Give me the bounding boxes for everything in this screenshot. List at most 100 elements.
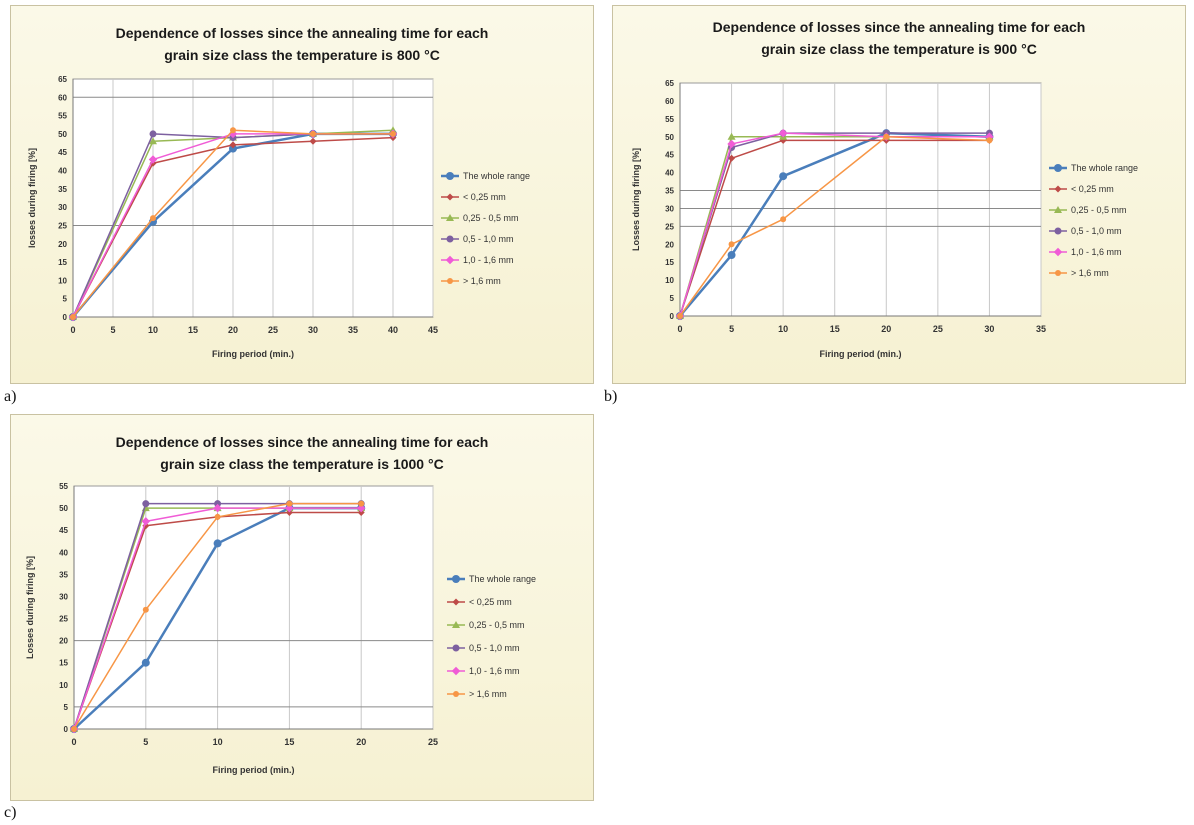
chart-canvas: 0 5 10 15 20 25 30 35 0 5 10 15 20 25 30 35 40 45 50 55 60 65… <box>631 79 1138 359</box>
data-point <box>230 127 236 134</box>
data-point <box>213 503 222 513</box>
y-tick-label: 45 <box>59 526 68 535</box>
x-tick-label: 15 <box>830 324 840 334</box>
x-tick-label: 20 <box>881 324 891 334</box>
data-point <box>356 503 366 513</box>
data-point <box>780 216 787 223</box>
legend-label: 0,25 - 0,5 mm <box>463 213 519 223</box>
x-tick-label: 15 <box>188 325 198 335</box>
x-tick-label: 20 <box>228 325 238 335</box>
legend-label: > 1,6 mm <box>469 689 507 699</box>
legend-entry: > 1,6 mm <box>1049 268 1109 278</box>
data-point <box>727 132 736 140</box>
legend-label: < 0,25 mm <box>1071 184 1114 194</box>
legend-swatch-marker <box>1055 270 1061 276</box>
y-tick-label: 10 <box>58 276 67 285</box>
data-point <box>71 726 77 732</box>
x-axis-label: Firing period (min.) <box>213 765 295 775</box>
data-point <box>229 144 237 153</box>
x-tick-label: 30 <box>984 324 994 334</box>
y-tick-label: 0 <box>670 312 675 321</box>
x-tick-label: 5 <box>110 325 115 335</box>
x-tick-label: 40 <box>388 325 398 335</box>
legend-swatch-marker <box>446 172 454 180</box>
data-point <box>214 513 221 520</box>
chart-title-line-1: Dependence of losses since the annealing… <box>712 19 1086 35</box>
legend-swatch-marker <box>446 214 454 221</box>
legend-label: 0,25 - 0,5 mm <box>1071 205 1127 215</box>
legend-label: 0,5 - 1,0 mm <box>1071 226 1122 236</box>
data-point <box>285 503 294 513</box>
data-point <box>213 539 222 548</box>
chart-title-line-2: grain size class the temperature is 900 … <box>761 41 1037 57</box>
legend-swatch-marker <box>445 255 455 265</box>
x-tick-label: 10 <box>778 324 788 334</box>
legend-swatch-marker <box>446 193 454 201</box>
legend-swatch-marker <box>1053 247 1063 257</box>
y-tick-label: 55 <box>59 482 68 491</box>
chart-title: Dependence of losses since the annealing… <box>11 22 593 66</box>
x-tick-label: 30 <box>308 325 318 335</box>
x-tick-label: 25 <box>933 324 943 334</box>
chart-title-line-2: grain size class the temperature is 1000… <box>160 456 444 472</box>
y-tick-label: 25 <box>59 615 68 624</box>
legend-label: 1,0 - 1,6 mm <box>469 666 520 676</box>
y-tick-label: 15 <box>665 258 674 267</box>
x-tick-label: 45 <box>428 325 438 335</box>
x-tick-label: 25 <box>268 325 278 335</box>
y-tick-label: 5 <box>64 703 69 712</box>
x-tick-label: 0 <box>70 325 75 335</box>
legend-entry: > 1,6 mm <box>447 689 507 699</box>
legend-label: The whole range <box>463 171 530 181</box>
legend-entry: 1,0 - 1,6 mm <box>1049 247 1122 257</box>
y-tick-label: 25 <box>58 221 67 230</box>
x-tick-label: 10 <box>148 325 158 335</box>
legend-label: > 1,6 mm <box>1071 268 1109 278</box>
panel-label-c: c) <box>4 804 17 821</box>
legend-entry: < 0,25 mm <box>447 597 512 607</box>
chart-canvas: 0 5 10 15 20 25 0 5 10 15 20 25 30 35 40 45 50 55 Firing p… <box>25 482 536 775</box>
legend-entry: The whole range <box>441 171 530 181</box>
y-tick-label: 65 <box>665 79 674 88</box>
legend-swatch-marker <box>1054 227 1062 235</box>
legend-label: 1,0 - 1,6 mm <box>463 255 514 265</box>
data-point <box>149 137 157 145</box>
y-tick-label: 35 <box>665 187 674 196</box>
data-point <box>141 658 150 667</box>
data-point <box>286 500 293 507</box>
legend-swatch-marker <box>452 644 460 652</box>
y-tick-label: 30 <box>665 204 674 213</box>
y-tick-label: 10 <box>665 276 674 285</box>
y-tick-label: 40 <box>665 169 674 178</box>
panel-label-b: b) <box>604 388 618 405</box>
legend-swatch-marker <box>1054 164 1062 172</box>
data-point <box>310 130 316 137</box>
legend-entry: 0,25 - 0,5 mm <box>1049 205 1127 215</box>
y-tick-label: 60 <box>665 97 674 106</box>
y-tick-label: 25 <box>665 222 674 231</box>
y-tick-label: 20 <box>58 240 67 249</box>
data-point <box>778 128 788 138</box>
x-tick-label: 0 <box>677 324 682 334</box>
legend-entry: 0,5 - 1,0 mm <box>1049 226 1122 236</box>
chart-title-line-1: Dependence of losses since the annealing… <box>115 25 489 41</box>
chart-title: Dependence of losses since the annealing… <box>613 16 1185 60</box>
data-point <box>883 133 890 140</box>
chart-panel-a: Dependence of losses since the annealing… <box>10 5 594 384</box>
chart-panel-b: Dependence of losses since the annealing… <box>612 5 1186 384</box>
data-point <box>142 500 150 508</box>
legend-entry: 0,5 - 1,0 mm <box>441 234 514 244</box>
x-tick-label: 5 <box>143 737 148 747</box>
legend-swatch-marker <box>1054 185 1062 193</box>
y-tick-label: 5 <box>670 294 675 303</box>
chart-title-line-1: Dependence of losses since the annealing… <box>115 434 489 450</box>
data-point <box>70 314 76 320</box>
legend-label: 0,5 - 1,0 mm <box>469 643 520 653</box>
data-point <box>149 130 157 138</box>
legend-swatch-marker <box>452 621 460 628</box>
data-point <box>677 313 683 319</box>
chart-canvas: 0 5 10 15 20 25 30 35 40 45 0 5 10 15 20 25 30 35 40 45 50 55… <box>27 75 530 359</box>
legend-entry: The whole range <box>447 574 536 584</box>
y-tick-label: 0 <box>63 313 68 322</box>
y-tick-label: 65 <box>58 75 67 84</box>
